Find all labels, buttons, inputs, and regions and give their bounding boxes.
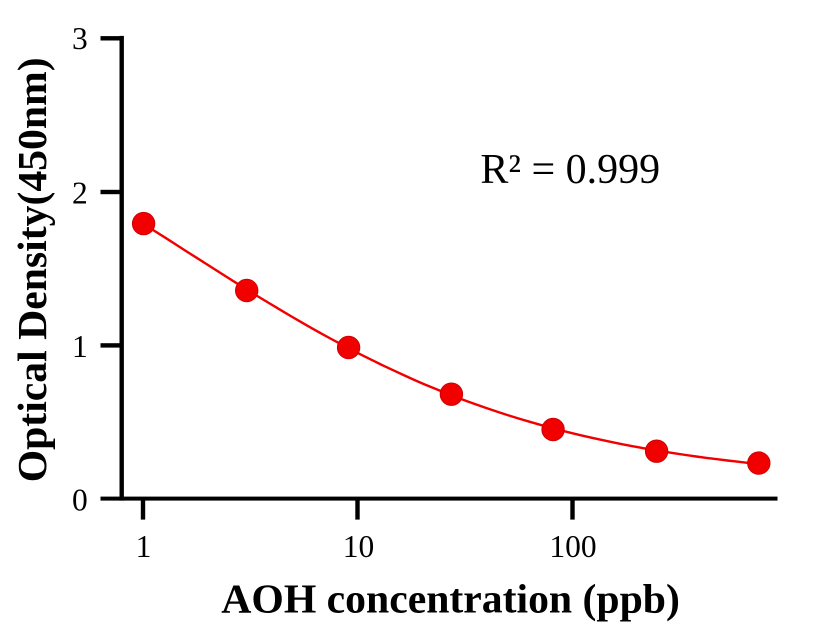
svg-text:Optical Density(450nm): Optical Density(450nm) bbox=[10, 57, 56, 482]
svg-text:1: 1 bbox=[72, 329, 88, 364]
svg-text:3: 3 bbox=[72, 21, 88, 56]
svg-text:R² = 0.999: R² = 0.999 bbox=[480, 147, 660, 193]
svg-text:2: 2 bbox=[72, 175, 88, 210]
svg-text:AOH concentration (ppb): AOH concentration (ppb) bbox=[221, 577, 680, 623]
svg-text:10: 10 bbox=[343, 529, 375, 564]
svg-text:100: 100 bbox=[549, 529, 596, 564]
svg-text:1: 1 bbox=[136, 529, 152, 564]
svg-text:0: 0 bbox=[72, 482, 88, 517]
